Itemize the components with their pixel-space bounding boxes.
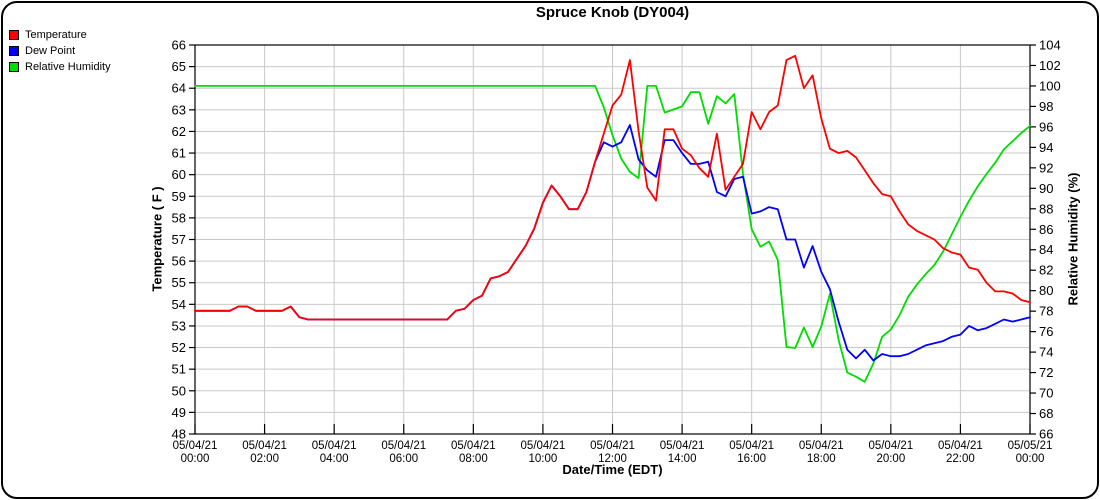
left-axis-title: Temperature ( F ) [149,186,165,292]
chart-title: Spruce Knob (DY004) [535,4,690,21]
legend-item-relative-humidity: Relative Humidity [9,59,111,75]
x-tick-time: 06:00 [389,453,418,465]
left-tick-label: 60 [172,167,186,182]
legend-item-temperature: Temperature [9,27,111,43]
right-tick-label: 78 [1039,304,1053,319]
x-tick-time: 16:00 [737,453,766,465]
right-tick-label: 98 [1039,99,1053,114]
x-tick-time: 00:00 [1016,453,1045,465]
x-tick-date: 05/04/21 [381,440,426,452]
right-tick-label: 76 [1039,324,1053,339]
x-tick-time: 22:00 [946,453,975,465]
left-tick-label: 51 [172,362,186,377]
legend-swatch-dew-point [9,46,19,56]
x-tick-date: 05/04/21 [451,440,496,452]
left-tick-label: 50 [172,383,186,398]
right-tick-label: 94 [1039,140,1053,155]
x-tick-time: 08:00 [459,453,488,465]
x-tick-time: 00:00 [181,453,210,465]
left-tick-label: 57 [172,232,186,247]
left-tick-label: 54 [172,297,186,312]
x-tick-date: 05/05/21 [1008,440,1053,452]
left-tick-label: 63 [172,102,186,117]
left-tick-label: 66 [172,38,186,53]
left-tick-label: 64 [172,81,186,96]
right-tick-label: 100 [1039,78,1061,93]
right-tick-label: 86 [1039,222,1053,237]
left-tick-label: 55 [172,275,186,290]
left-tick-label: 62 [172,124,186,139]
x-tick-time: 02:00 [250,453,279,465]
x-tick-date: 05/04/21 [590,440,635,452]
gridlines [195,45,1030,434]
right-tick-label: 70 [1039,386,1053,401]
right-tick-label: 66 [1039,427,1053,442]
left-tick-label: 56 [172,254,186,269]
x-tick-time: 14:00 [668,453,697,465]
x-tick-date: 05/04/21 [521,440,566,452]
right-tick-label: 88 [1039,201,1053,216]
legend-swatch-relative-humidity [9,62,19,72]
axis-tick-labels: 48 49 50 51 52 53 54 55 56 57 58 59 60 61 62 63 64 65 66 66… [172,38,1061,466]
right-tick-label: 74 [1039,345,1053,360]
right-tick-label: 82 [1039,263,1053,278]
legend-item-dew-point: Dew Point [9,43,111,59]
left-tick-label: 58 [172,210,186,225]
right-tick-label: 68 [1039,406,1053,421]
left-tick-label: 59 [172,189,186,204]
x-tick-date: 05/04/21 [242,440,287,452]
right-tick-label: 92 [1039,160,1053,175]
left-tick-label: 48 [172,427,186,442]
legend-label-dew-point: Dew Point [25,45,76,57]
x-tick-date: 05/04/21 [799,440,844,452]
x-tick-time: 12:00 [598,453,627,465]
temperature-line [194,54,1031,321]
right-tick-label: 96 [1039,119,1053,134]
legend-label-temperature: Temperature [25,29,87,41]
axis-ticks [189,44,1036,435]
right-tick-label: 102 [1039,58,1061,73]
x-tick-time: 20:00 [876,453,905,465]
x-tick-date: 05/04/21 [729,440,774,452]
legend-swatch-temperature [9,30,19,40]
x-tick-date: 05/04/21 [660,440,705,452]
x-tick-date: 05/04/21 [868,440,913,452]
right-axis-title: Relative Humidity (%) [1065,172,1081,306]
right-tick-label: 104 [1039,38,1061,53]
x-tick-date: 05/04/21 [938,440,983,452]
right-tick-label: 80 [1039,283,1053,298]
right-tick-label: 90 [1039,181,1053,196]
legend-label-relative-humidity: Relative Humidity [25,61,111,73]
x-tick-time: 18:00 [807,453,836,465]
x-tick-time: 04:00 [320,453,349,465]
right-tick-label: 72 [1039,365,1053,380]
x-tick-date: 05/04/21 [312,440,357,452]
x-tick-time: 10:00 [529,453,558,465]
relative-humidity-line [194,85,1031,383]
left-tick-label: 49 [172,405,186,420]
left-tick-label: 61 [172,146,186,161]
right-tick-label: 84 [1039,242,1053,257]
x-axis-title: Date/Time (EDT) [562,462,663,477]
left-tick-label: 65 [172,59,186,74]
left-tick-label: 52 [172,340,186,355]
legend: Temperature Dew Point Relative Humidity [9,27,111,75]
x-tick-date: 05/04/21 [173,440,218,452]
left-tick-label: 53 [172,318,186,333]
